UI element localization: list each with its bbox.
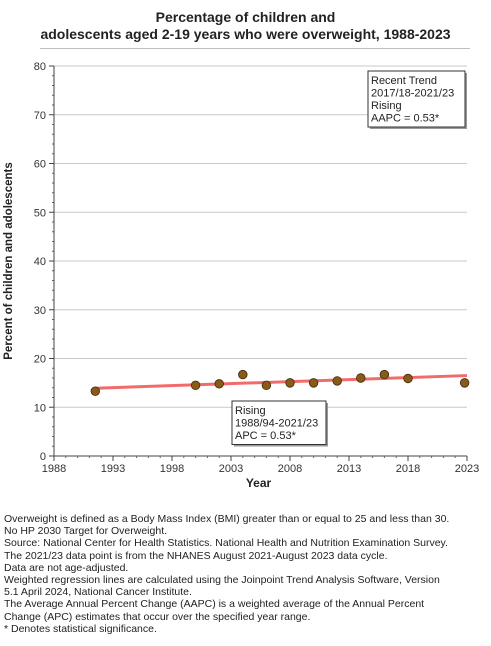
chart-title: Percentage of children and adolescents a… bbox=[0, 9, 491, 43]
footnote-line: The 2021/23 data point is from the NHANE… bbox=[4, 549, 388, 562]
footnote-line: Source: National Center for Health Stati… bbox=[4, 537, 448, 550]
y-tick-label: 10 bbox=[34, 402, 46, 414]
data-point bbox=[238, 369, 248, 380]
y-tick-label: 0 bbox=[40, 451, 46, 463]
chart-svg: 0 10 20 30 40 50 60 70 80 1988 1993 1998 2003 2008 201… bbox=[3, 61, 479, 490]
annotation-box bbox=[231, 400, 327, 445]
y-tick-label: 60 bbox=[34, 159, 46, 171]
annotation-text: Rising bbox=[371, 100, 402, 112]
x-axis-label: Year bbox=[246, 476, 272, 490]
x-tick-label: 2023 bbox=[455, 463, 479, 475]
data-point bbox=[459, 378, 470, 388]
x-tick-label: 2008 bbox=[278, 463, 302, 475]
data-point bbox=[356, 373, 366, 383]
annotation-text: 1988/94-2021/23 bbox=[235, 418, 318, 430]
data-point bbox=[261, 380, 272, 391]
data-point bbox=[90, 386, 101, 396]
x-tick-label: 1993 bbox=[101, 463, 125, 475]
y-tick-label: 30 bbox=[34, 305, 46, 317]
y-axis-label: Percent of children and adolescents bbox=[3, 162, 15, 359]
data-point bbox=[214, 379, 224, 389]
footnote-line: Data are not age-adjusted. bbox=[4, 561, 129, 574]
data-point bbox=[379, 369, 390, 380]
data-point bbox=[403, 373, 413, 384]
footnote-line: Weighted regression lines are calculated… bbox=[4, 574, 440, 587]
data-point bbox=[285, 378, 295, 388]
annotation-text: 2017/18-2021/23 bbox=[371, 88, 454, 100]
footnote-line: Overweight is defined as a Body Mass Ind… bbox=[4, 513, 450, 525]
footnote-line: * Denotes statistical significance. bbox=[4, 622, 157, 635]
annotation-text: Rising bbox=[235, 405, 266, 417]
x-tick-label: 2018 bbox=[396, 463, 420, 475]
x-tick-label: 1988 bbox=[42, 463, 66, 475]
annotation-text: Recent Trend bbox=[371, 75, 437, 87]
annotation-box bbox=[367, 70, 466, 128]
x-tick-label: 2003 bbox=[219, 463, 243, 475]
chart-title-line-1: Percentage of children and bbox=[155, 9, 336, 25]
y-tick-label: 70 bbox=[34, 110, 46, 122]
data-point bbox=[190, 380, 201, 391]
y-tick-label: 50 bbox=[34, 207, 46, 219]
chart-title-line-2: adolescents aged 2-19 years who were ove… bbox=[40, 26, 451, 42]
data-point bbox=[308, 378, 319, 388]
footnotes: Overweight is defined as a Body Mass Ind… bbox=[4, 513, 488, 635]
footnote-line: 5.1 April 2024, National Cancer Institut… bbox=[4, 586, 192, 599]
footnote-line: No HP 2030 Target for Overweight. bbox=[4, 525, 168, 538]
annotation-text: APC = 0.53* bbox=[235, 430, 297, 442]
x-tick-label: 2013 bbox=[337, 463, 361, 475]
y-tick-label: 20 bbox=[34, 354, 46, 366]
footnote-line: The Average Annual Percent Change (AAPC)… bbox=[4, 598, 425, 611]
x-tick-label: 1998 bbox=[160, 463, 184, 475]
title-divider bbox=[40, 48, 470, 49]
y-tick-label: 80 bbox=[34, 61, 46, 73]
annotation-text: AAPC = 0.53* bbox=[371, 113, 440, 125]
footnote-line: Change (APC) estimates that occur over t… bbox=[4, 610, 311, 623]
y-tick-label: 40 bbox=[34, 256, 46, 268]
data-point bbox=[332, 376, 342, 386]
